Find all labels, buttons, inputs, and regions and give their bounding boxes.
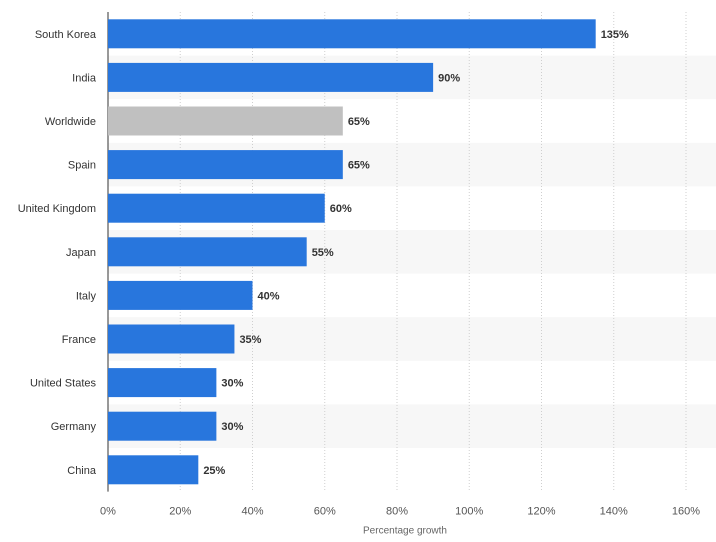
x-tick-label: 160% (672, 506, 700, 518)
bars (108, 19, 596, 485)
labels: 0% 20% 40% 60% 80% 100% 120% 140% 160% South Kore… (18, 29, 701, 518)
x-tick-label: 100% (455, 506, 483, 518)
x-tick-label: 20% (169, 506, 191, 518)
bar (108, 150, 343, 180)
x-tick-label: 0% (100, 506, 116, 518)
category-label: China (67, 465, 97, 477)
category-label: South Korea (35, 29, 97, 41)
data-label: 55% (312, 247, 334, 259)
bar (108, 324, 235, 354)
bar (108, 280, 253, 310)
category-label: Germany (51, 421, 97, 433)
bar (108, 62, 434, 92)
x-tick-label: 40% (241, 506, 263, 518)
bar (108, 368, 217, 398)
category-label: India (72, 72, 97, 84)
data-label: 30% (221, 421, 243, 433)
x-tick-label: 140% (600, 506, 628, 518)
bar (108, 411, 217, 441)
data-label: 30% (221, 378, 243, 390)
data-label: 25% (203, 465, 225, 477)
x-axis-title: Percentage growth (363, 526, 447, 537)
category-label: Japan (66, 247, 96, 259)
x-tick-label: 60% (314, 506, 336, 518)
x-tick-label: 80% (386, 506, 408, 518)
x-tick-label: 120% (527, 506, 555, 518)
data-label: 60% (330, 203, 352, 215)
data-label: 135% (601, 29, 629, 41)
category-label: France (62, 334, 96, 346)
bar (108, 193, 325, 223)
category-label: Worldwide (45, 116, 96, 128)
data-label: 35% (239, 334, 261, 346)
data-label: 90% (438, 72, 460, 84)
category-label: United States (30, 378, 97, 390)
data-label: 65% (348, 160, 370, 172)
bar (108, 106, 343, 136)
data-label: 65% (348, 116, 370, 128)
category-label: United Kingdom (18, 203, 96, 215)
category-label: Italy (76, 290, 97, 302)
category-label: Spain (68, 160, 96, 172)
bar (108, 237, 307, 267)
bar (108, 19, 596, 49)
data-label: 40% (258, 290, 280, 302)
bar (108, 455, 199, 485)
